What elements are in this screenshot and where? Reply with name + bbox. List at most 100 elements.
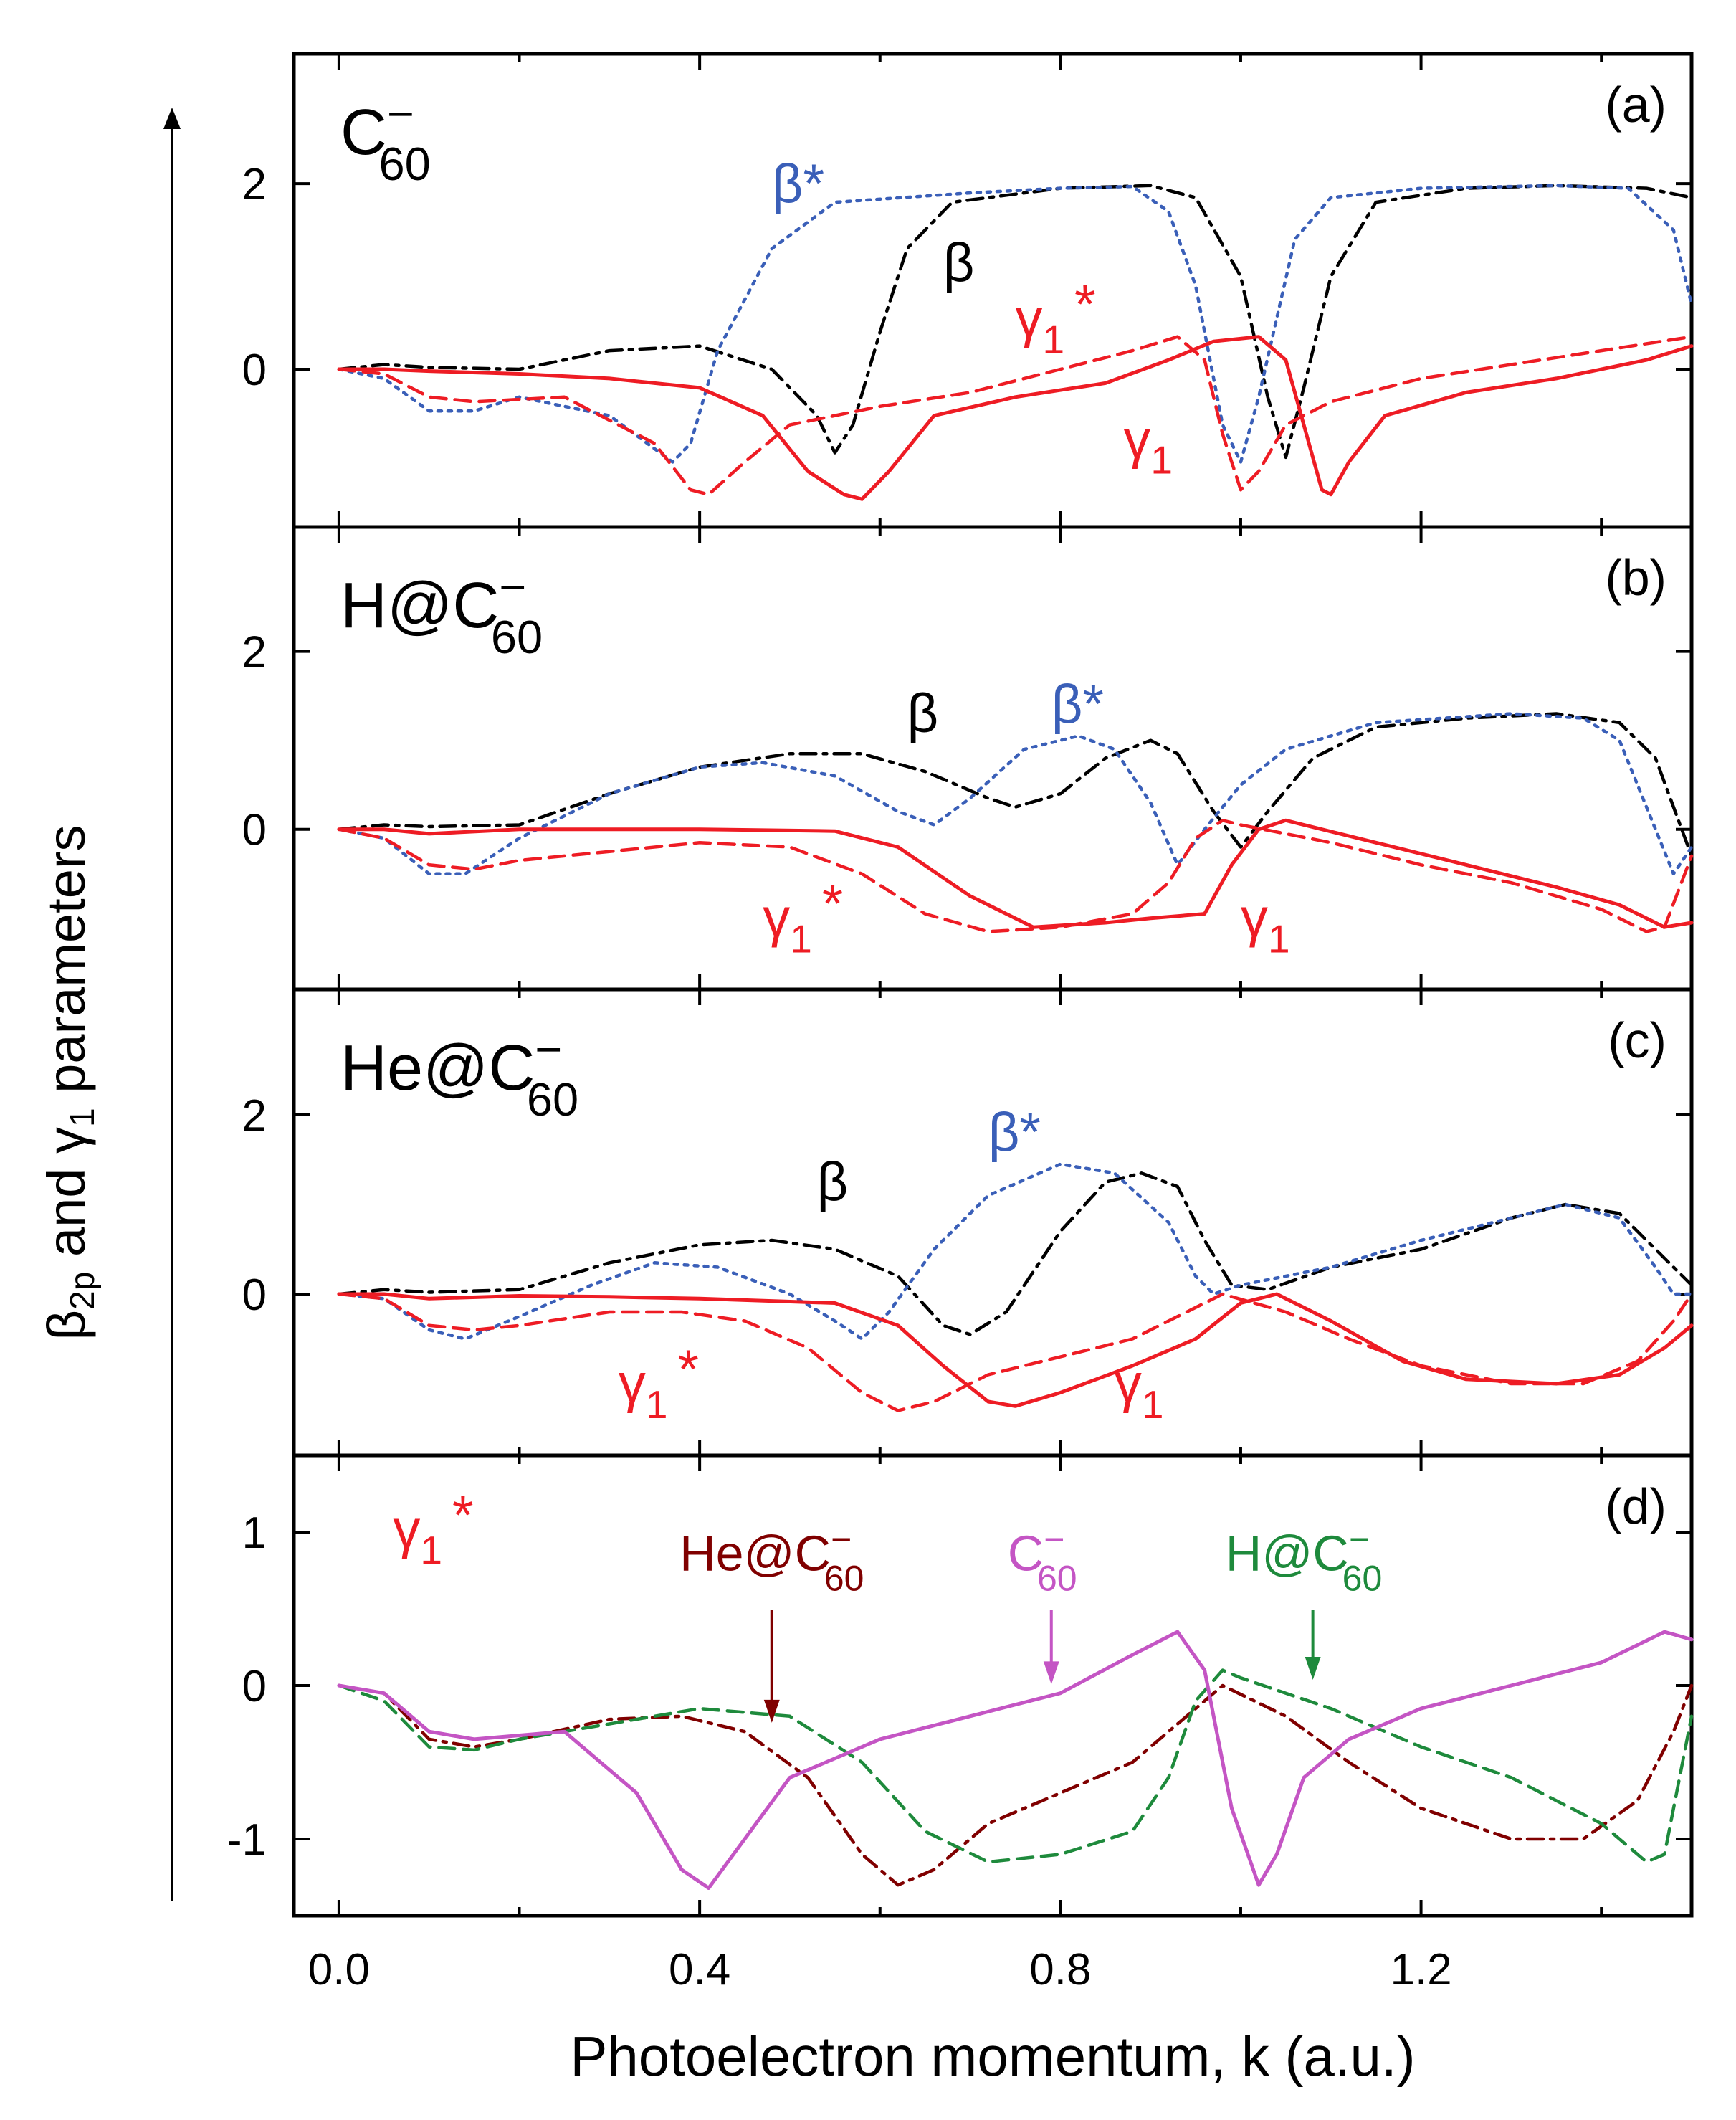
panel-a-system-label-sup: − [387,87,414,140]
panel-a-curve-label-0: β* [772,153,824,214]
panel-b-curve-label-3-gamma: γ [1241,888,1268,949]
panel-a-curve-label-1: β [943,232,975,293]
panel-a-system-label-sub: 60 [378,138,430,190]
panel-a-curve-label-3-sub: 1 [1150,438,1173,483]
panel-c-series-3 [337,1292,1694,1408]
panel-b-system-label-sub: 60 [491,611,543,663]
panel-b-system-label: H@C− 60 [340,561,543,663]
panel-d-ytick-label: 1 [242,1508,267,1558]
panel-d-annotation-2: H@C− 60 [1226,1519,1383,1599]
panel-c-curve-label-1: β* [988,1102,1041,1163]
panel-b-curve-label-2: γ1* [763,874,843,961]
panel-b-system-label-prefix: H@C [340,570,499,642]
panel-c-series-1 [337,1162,1694,1341]
panel-d-annotation-2-sup: − [1349,1519,1370,1559]
panel-c-system-label-prefix: He@C [340,1032,535,1104]
y-axis-title-gamma-sub: 1 [64,1108,102,1127]
panel-a-curve-label-3-gamma: γ [1123,409,1150,470]
panel-c-curve-label-2-star: * [677,1339,699,1400]
panel-b-curve-label-2-gamma: γ [763,888,790,949]
panel-b: 02(b)H@C− 60β β*γ1* γ1 [242,525,1694,992]
y-axis-title-gamma: γ [37,1127,96,1154]
panel-d-series-2 [337,1630,1694,1890]
panel-c-curve-label-3-gamma: γ [1115,1353,1142,1414]
panel-a-curve-label-2-gamma: γ [1015,288,1042,349]
panel-c-tag: (c) [1608,1012,1666,1068]
x-axis-title: Photoelectron momentum, k (a.u.) [570,2025,1415,2088]
panel-c-series-2 [337,1292,1694,1412]
panel-b-curve-label-2-star: * [822,874,844,935]
panel-d-annotation-arrowhead-0 [763,1699,780,1723]
panel-d: -101 (d)γ1*He@C− 60 C− 60 H@C− 60 [227,1453,1694,1918]
panel-b-series-3 [337,818,1694,929]
panel-d-annotation-1-sup: − [1044,1519,1064,1559]
panel-d-annotation-1: C− 60 [1008,1519,1077,1599]
panel-d-series-label-sub: 1 [420,1528,442,1572]
panel-c-curve-label-3: γ1 [1115,1353,1164,1427]
panel-b-curve-label-1: β* [1051,674,1104,735]
panel-c-system-label-sup: − [535,1023,562,1075]
panel-a-tag: (a) [1605,77,1666,133]
panel-b-curve-label-3-sub: 1 [1268,916,1290,961]
panel-a-series-3 [337,335,1694,501]
panel-a-curve-label-3: γ1 [1123,409,1173,483]
panel-b-curve-label-3: γ1 [1241,888,1290,961]
y-axis-title-beta-sub: 2p [64,1272,102,1310]
y-axis-title-mid: and [37,1154,96,1272]
panel-d-annotation-0-prefix: He@C [679,1526,831,1582]
x-tick-label-1: 0.4 [669,1945,730,1995]
panel-d-ytick-label: -1 [227,1815,267,1865]
panel-c-series-0 [337,1171,1694,1336]
panel-d-annotation-1-sub: 60 [1037,1559,1077,1599]
panel-a-curve-label-2-sub: 1 [1042,318,1064,362]
panel-b-series-2 [337,819,1694,933]
panel-d-tag: (d) [1605,1478,1666,1534]
panel-c-curve-label-2-sub: 1 [646,1382,668,1427]
panel-d-annotation-0-sup: − [831,1519,852,1559]
panel-d-series-label: γ1* [393,1485,473,1572]
panel-d-annotation-2-prefix: H@C [1226,1526,1349,1582]
panel-a-ytick-label: 2 [242,160,267,209]
panel-d-annotation-0: He@C− 60 [679,1519,864,1599]
panel-b-ytick-label: 0 [242,806,267,855]
panel-a-curve-label-2: γ1* [1015,275,1095,362]
y-axis-label: β2p and γ1 parameters [37,108,181,1901]
x-axis: 0.0 0.4 0.8 1.2 Photoelectron momentum, k (a… [308,1945,1452,2088]
panel-a-system-label-prefix: C [340,97,387,168]
panel-c-ytick-label: 0 [242,1270,267,1320]
panel-c-curve-label-3-sub: 1 [1142,1382,1164,1427]
panel-d-annotation-2-sub: 60 [1342,1559,1383,1599]
panel-a-curve-label-2-star: * [1074,275,1096,336]
panel-d-annotation-arrowhead-2 [1305,1657,1321,1680]
panel-a-ytick-label: 0 [242,346,267,395]
panel-d-series-label-star: * [452,1485,474,1546]
x-tick-label-2: 0.8 [1029,1945,1091,1995]
panel-b-series-1 [337,712,1694,876]
panel-d-series-1 [337,1668,1694,1864]
panel-d-annotation-0-sub: 60 [824,1559,864,1599]
panel-d-annotation-1-prefix: C [1008,1526,1044,1582]
panel-b-tag: (b) [1605,550,1666,606]
panel-d-annotation-arrowhead-1 [1043,1661,1059,1685]
panel-a-system-label: C− 60 [340,87,431,190]
panel-a-series-0 [337,184,1694,460]
panel-c-curve-label-0: β [817,1151,849,1212]
y-axis-arrow-head [163,108,181,129]
y-axis-title-beta: β [37,1310,96,1341]
panel-a-series-2 [337,335,1694,496]
x-tick-label-3: 1.2 [1390,1945,1451,1995]
panel-b-ytick-label: 2 [242,628,267,678]
panel-c-curve-label-2: γ1* [619,1339,699,1427]
panel-b-curve-label-2-sub: 1 [790,916,812,961]
panel-d-series-label-gamma: γ [393,1498,420,1559]
panel-c-curve-label-2-gamma: γ [619,1353,646,1414]
panel-b-system-label-sup: − [499,561,526,613]
x-tick-label-0: 0.0 [308,1945,370,1995]
panel-c-ytick-label: 2 [242,1091,267,1141]
y-axis-title: β2p and γ1 parameters [37,824,102,1340]
panel-d-ytick-label: 0 [242,1662,267,1711]
